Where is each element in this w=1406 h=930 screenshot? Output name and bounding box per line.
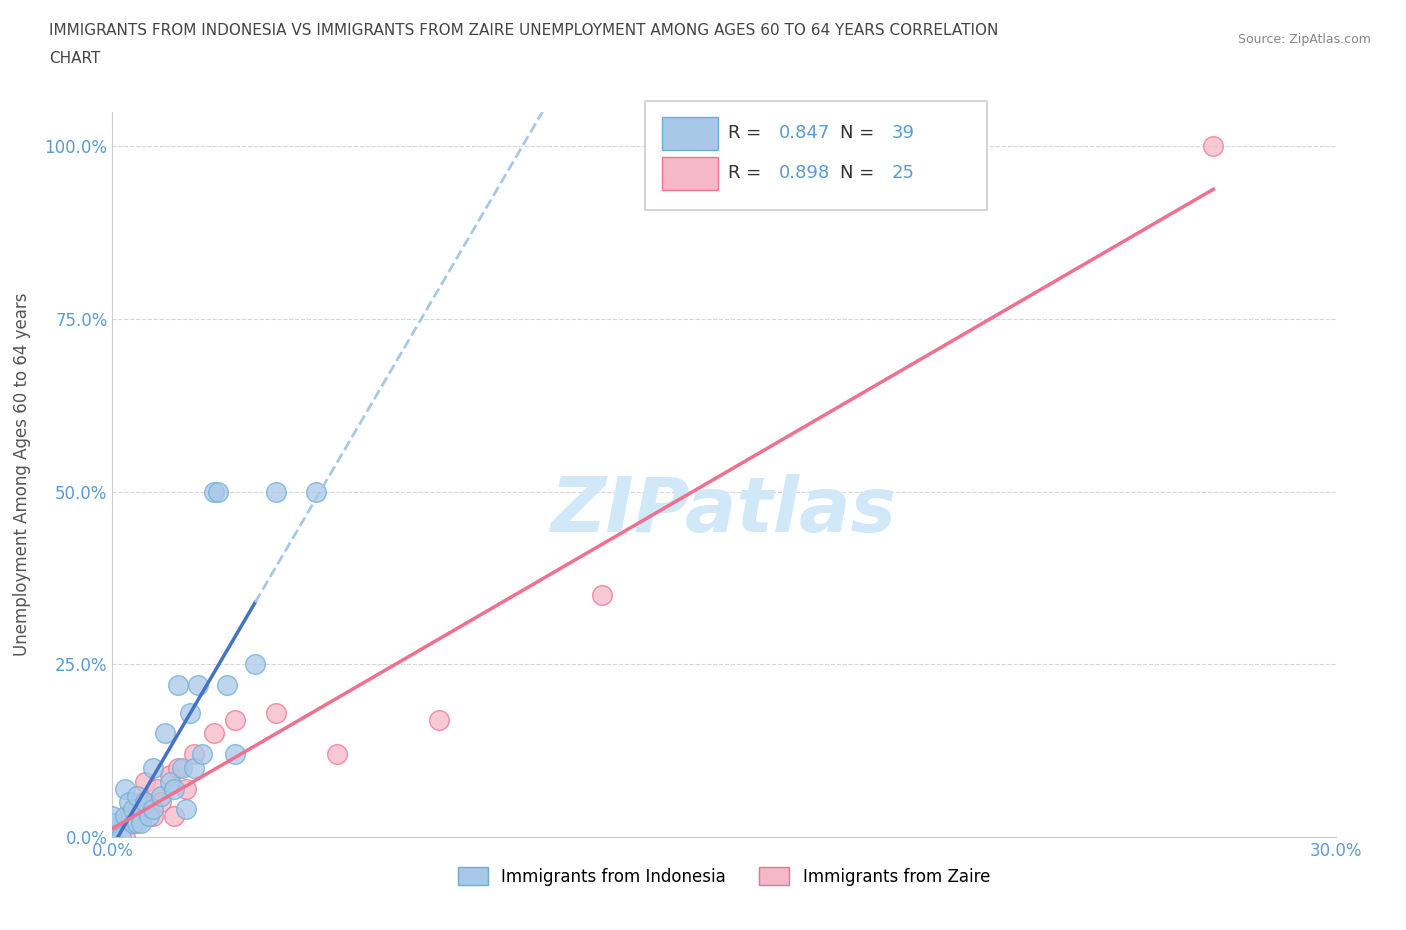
Point xyxy=(163,781,186,796)
Point xyxy=(134,775,156,790)
Text: CHART: CHART xyxy=(49,51,101,66)
Point xyxy=(110,830,132,844)
Point xyxy=(191,747,214,762)
Point xyxy=(166,678,188,693)
Point xyxy=(146,781,169,796)
Point xyxy=(101,809,124,824)
Point xyxy=(142,802,165,817)
Point xyxy=(125,802,148,817)
Point xyxy=(114,830,136,844)
Point xyxy=(142,809,165,824)
Point xyxy=(101,830,124,844)
Point xyxy=(166,761,188,776)
Point xyxy=(114,781,136,796)
Point xyxy=(1202,139,1225,153)
Text: 25: 25 xyxy=(891,165,915,182)
Point xyxy=(118,795,141,810)
Text: Source: ZipAtlas.com: Source: ZipAtlas.com xyxy=(1237,33,1371,46)
Point xyxy=(183,761,205,776)
Y-axis label: Unemployment Among Ages 60 to 64 years: Unemployment Among Ages 60 to 64 years xyxy=(13,293,31,656)
Point xyxy=(159,775,181,790)
Point xyxy=(122,816,145,830)
Point xyxy=(142,761,165,776)
Point xyxy=(305,485,328,499)
Point xyxy=(101,816,124,830)
Point xyxy=(101,830,124,844)
Point xyxy=(264,485,287,499)
Point xyxy=(183,747,205,762)
Point xyxy=(174,781,197,796)
FancyBboxPatch shape xyxy=(644,100,987,209)
Point xyxy=(224,712,246,727)
Point xyxy=(245,657,267,671)
Point xyxy=(224,747,246,762)
Point xyxy=(591,588,613,603)
Text: IMMIGRANTS FROM INDONESIA VS IMMIGRANTS FROM ZAIRE UNEMPLOYMENT AMONG AGES 60 TO: IMMIGRANTS FROM INDONESIA VS IMMIGRANTS … xyxy=(49,23,998,38)
Point xyxy=(118,809,141,824)
Text: N =: N = xyxy=(841,125,875,142)
Point xyxy=(163,809,186,824)
Point xyxy=(125,788,148,803)
Point xyxy=(101,830,124,844)
Point xyxy=(174,802,197,817)
Point xyxy=(170,761,193,776)
Point xyxy=(427,712,450,727)
Point xyxy=(159,767,181,782)
Point xyxy=(101,823,124,838)
Point xyxy=(129,795,152,810)
Text: 39: 39 xyxy=(891,125,915,142)
Point xyxy=(150,795,173,810)
Point xyxy=(101,816,124,830)
Point xyxy=(125,816,148,830)
Text: R =: R = xyxy=(728,165,761,182)
Point xyxy=(204,726,226,741)
Text: 0.898: 0.898 xyxy=(779,165,831,182)
Text: N =: N = xyxy=(841,165,875,182)
Point xyxy=(101,830,124,844)
Point xyxy=(122,816,145,830)
Point xyxy=(187,678,209,693)
Point xyxy=(129,816,152,830)
Point xyxy=(207,485,229,499)
FancyBboxPatch shape xyxy=(662,156,718,190)
Point xyxy=(114,809,136,824)
Point xyxy=(264,705,287,720)
Point xyxy=(326,747,349,762)
Point xyxy=(179,705,201,720)
Point xyxy=(101,830,124,844)
Point xyxy=(215,678,238,693)
Point xyxy=(134,795,156,810)
Point xyxy=(101,830,124,844)
Point xyxy=(122,802,145,817)
Text: R =: R = xyxy=(728,125,761,142)
Legend: Immigrants from Indonesia, Immigrants from Zaire: Immigrants from Indonesia, Immigrants fr… xyxy=(450,859,998,894)
Point xyxy=(101,830,124,844)
Text: 0.847: 0.847 xyxy=(779,125,831,142)
FancyBboxPatch shape xyxy=(662,116,718,150)
Point xyxy=(204,485,226,499)
Point xyxy=(138,809,160,824)
Point xyxy=(155,726,177,741)
Text: ZIPatlas: ZIPatlas xyxy=(551,473,897,548)
Point xyxy=(150,788,173,803)
Point xyxy=(101,830,124,844)
